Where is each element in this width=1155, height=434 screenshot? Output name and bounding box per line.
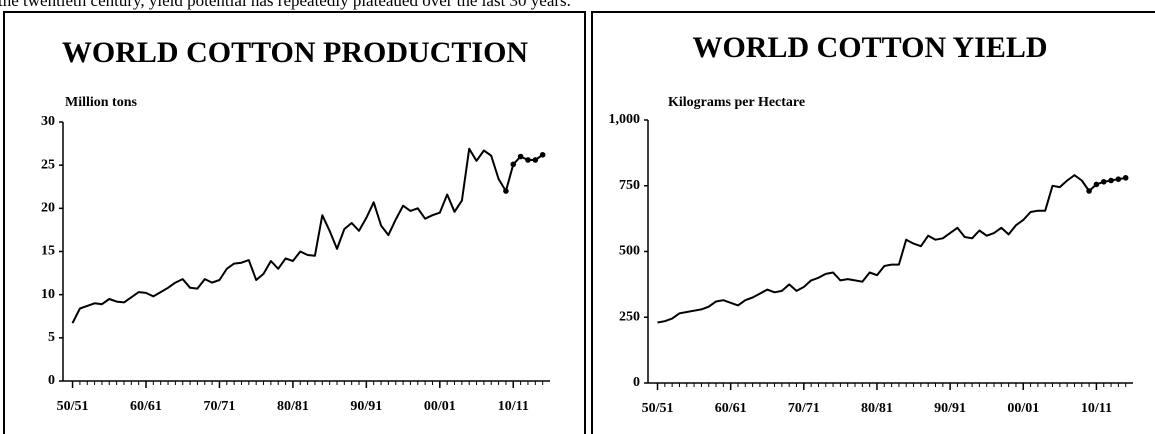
data-point — [1122, 175, 1129, 181]
x-tick-label: 90/91 — [934, 401, 966, 416]
chart-title: WORLD COTTON YIELD — [692, 31, 1047, 64]
data-point — [539, 152, 546, 158]
x-tick-label: 00/01 — [424, 399, 456, 414]
x-tick-label: 10/11 — [498, 399, 529, 414]
x-tick-label: 10/11 — [1081, 401, 1112, 416]
y-tick-label: 0 — [633, 375, 640, 390]
x-tick-label: 00/01 — [1007, 401, 1039, 416]
x-tick-label: 70/71 — [788, 401, 820, 416]
chart-title: WORLD COTTON PRODUCTION — [62, 36, 528, 69]
x-tick-label: 50/51 — [642, 401, 674, 416]
panel — [591, 11, 1155, 434]
y-axis-label: Million tons — [65, 95, 138, 110]
y-tick-label: 20 — [41, 201, 55, 216]
data-point — [1115, 176, 1122, 182]
y-tick-label: 1,000 — [609, 112, 641, 127]
data-point — [510, 161, 517, 168]
data-point — [503, 188, 509, 194]
x-tick-label: 60/61 — [715, 401, 747, 416]
x-tick-label: 80/81 — [861, 401, 893, 416]
y-tick-label: 0 — [48, 373, 55, 388]
x-tick-label: 90/91 — [350, 399, 382, 414]
data-line — [71, 147, 507, 324]
y-tick-label: 30 — [41, 114, 55, 129]
intro-text: the twentieth century, yield potential h… — [0, 0, 571, 10]
y-tick-label: 5 — [48, 330, 55, 345]
y-axis-label: Kilograms per Hectare — [668, 95, 805, 110]
data-point — [532, 157, 539, 163]
y-tick-label: 15 — [41, 244, 55, 259]
x-tick-label: 60/61 — [130, 399, 162, 414]
data-point — [1108, 177, 1114, 184]
panel — [3, 11, 586, 434]
y-tick-label: 500 — [619, 244, 640, 259]
data-point — [1093, 181, 1100, 188]
data-point — [525, 157, 531, 163]
y-tick-label: 25 — [41, 157, 55, 172]
data-point — [517, 153, 524, 160]
x-tick-label: 80/81 — [277, 399, 309, 414]
data-point — [1100, 179, 1107, 185]
data-point — [1086, 188, 1092, 194]
y-tick-label: 750 — [619, 178, 640, 193]
x-tick-label: 70/71 — [204, 399, 236, 414]
y-tick-label: 10 — [41, 287, 55, 302]
y-tick-label: 250 — [619, 309, 640, 324]
x-tick-label: 50/51 — [57, 399, 89, 414]
data-line — [657, 174, 1090, 324]
